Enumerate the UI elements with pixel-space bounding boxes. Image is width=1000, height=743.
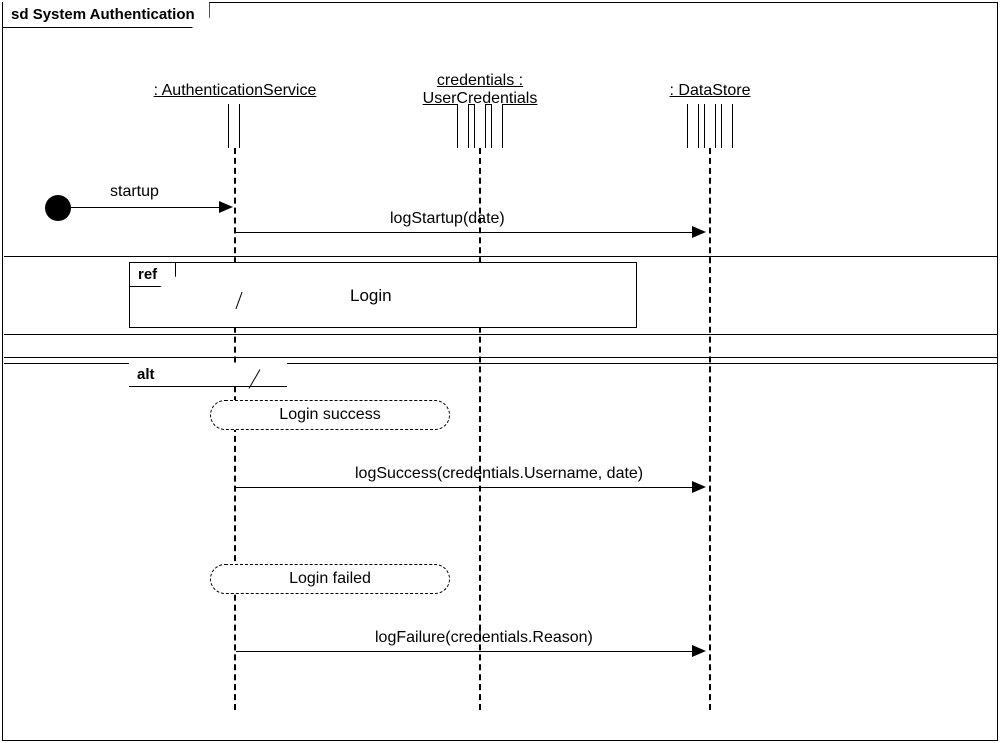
arrowhead	[692, 645, 706, 657]
arrowhead	[692, 481, 706, 493]
activation-bar	[457, 104, 469, 148]
arrowhead	[692, 226, 706, 238]
diagram-title-prefix: sd	[11, 6, 29, 23]
sequence-diagram: sd System Authentication : Authenticatio…	[0, 0, 1000, 743]
ref-tab: ref	[130, 263, 176, 287]
message-label-logstartup: logStartup(date)	[390, 210, 505, 228]
ref-bot-rule	[4, 334, 998, 335]
message-arrow-startup	[71, 207, 223, 208]
lifeline-auth: : AuthenticationService	[120, 82, 350, 100]
message-label-startup: startup	[110, 183, 159, 201]
activation-bar	[491, 104, 503, 148]
message-arrow-logstartup	[236, 232, 696, 233]
message-arrow-logfailure	[236, 651, 696, 652]
message-label-logfailure: logFailure(credentials.Reason)	[375, 629, 593, 647]
message-arrow-logsuccess	[236, 487, 696, 488]
lifeline-datastore: : DataStore	[630, 82, 790, 100]
alt-tab: alt	[129, 363, 287, 387]
activation-bar	[474, 104, 486, 148]
initial-node	[45, 195, 71, 221]
message-label-logsuccess: logSuccess(credentials.Username, date)	[355, 465, 643, 483]
ref-top-rule	[4, 256, 998, 257]
lifeline-dash-store	[709, 148, 711, 710]
activation-bar	[687, 104, 699, 148]
ref-label: Login	[350, 286, 392, 306]
lifeline-credentials: credentials : UserCredentials	[395, 72, 565, 108]
guard-login-success: Login success	[210, 400, 450, 430]
activation-bar	[228, 104, 240, 148]
arrowhead	[219, 201, 233, 213]
diagram-title-tab: sd System Authentication	[2, 2, 210, 28]
alt-top-rule-1	[4, 357, 998, 358]
activation-bar	[721, 104, 733, 148]
guard-login-failed: Login failed	[210, 564, 450, 594]
diagram-title: System Authentication	[33, 6, 195, 23]
activation-bar	[704, 104, 716, 148]
